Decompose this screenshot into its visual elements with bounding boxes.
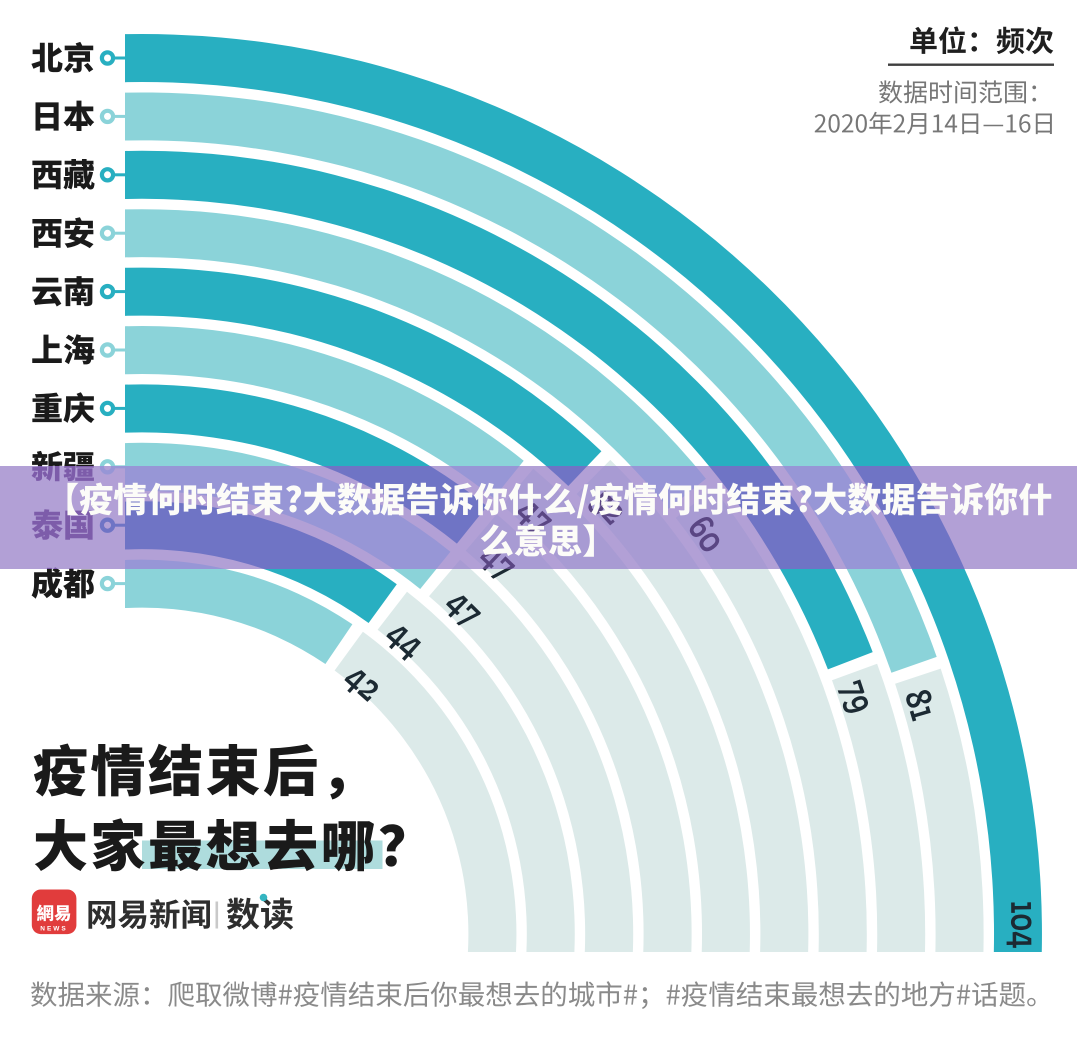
svg-text:NEWS: NEWS bbox=[40, 926, 68, 933]
